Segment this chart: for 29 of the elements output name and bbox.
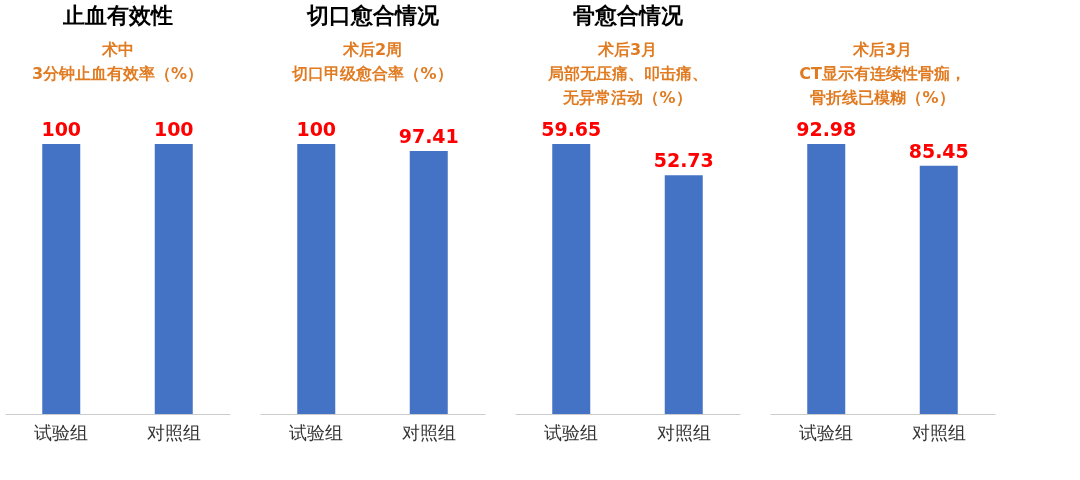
text: 切口甲级愈合率（%） — [292, 64, 453, 83]
data-label: 97.41 — [398, 124, 459, 147]
text: CT显示有连续性骨痂， — [799, 64, 966, 83]
data-label: 92.98 — [796, 118, 857, 140]
x-tick-label: 试验组 — [544, 421, 599, 443]
x-tick-label: 对照组 — [146, 421, 201, 443]
x-tick-label: 试验组 — [799, 421, 854, 443]
data-label: 59.65 — [541, 118, 602, 140]
text: 局部无压痛、叩击痛、 — [547, 64, 708, 83]
chart-title: 切口愈合情况 — [305, 3, 440, 28]
x-tick-label: 对照组 — [911, 421, 966, 443]
x-tick-label: 对照组 — [401, 421, 456, 443]
chart-title: 止血有效性 — [61, 3, 173, 28]
x-tick-label: 对照组 — [656, 421, 711, 443]
text: 术后3月 — [852, 40, 913, 59]
x-tick-label: 试验组 — [34, 421, 89, 443]
text: 无异常活动（%） — [563, 88, 692, 107]
text: 术后3月 — [597, 40, 658, 59]
text: 3分钟止血有效率（%） — [31, 64, 204, 83]
text: 术后2周 — [342, 40, 403, 59]
data-label: 100 — [41, 118, 82, 140]
x-tick-label: 试验组 — [289, 421, 344, 443]
data-label: 52.73 — [653, 149, 714, 172]
data-label: 85.45 — [908, 139, 969, 162]
chart-title: 骨愈合情况 — [572, 3, 684, 28]
data-label: 100 — [296, 118, 337, 140]
data-label: 100 — [153, 118, 194, 140]
text: 术中 — [101, 40, 134, 59]
text: 骨折线已模糊（%） — [810, 88, 955, 107]
